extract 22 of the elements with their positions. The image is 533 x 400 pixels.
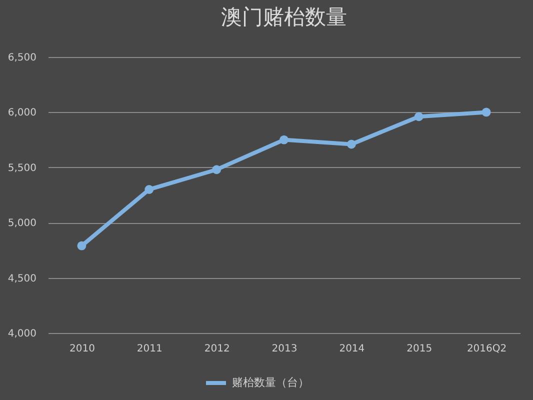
x-tick-label: 2015 bbox=[406, 344, 432, 354]
y-tick-label: 6,500 bbox=[8, 52, 36, 64]
y-tick-label: 4,500 bbox=[8, 273, 36, 284]
point bbox=[144, 185, 154, 194]
point bbox=[212, 165, 222, 174]
point bbox=[346, 140, 356, 149]
x-tick-label: 2014 bbox=[339, 344, 365, 354]
point bbox=[414, 112, 424, 122]
x-tick-label: 2013 bbox=[272, 344, 298, 354]
point bbox=[482, 108, 491, 117]
point bbox=[280, 135, 288, 144]
point bbox=[77, 241, 86, 250]
y-tick-label: 6,000 bbox=[8, 108, 36, 119]
x-tick-label: 2012 bbox=[204, 344, 230, 354]
y-tick-label: 5,500 bbox=[8, 162, 36, 174]
chart-title: 澳门赌枱数量 bbox=[221, 5, 347, 29]
y-tick-label: 4,000 bbox=[8, 328, 36, 340]
legend-label: 赌枱数量（台） bbox=[232, 376, 309, 389]
x-tick-label: 2010 bbox=[69, 344, 95, 354]
y-tick-label: 5,000 bbox=[8, 218, 36, 230]
x-tick-label: 2011 bbox=[136, 344, 162, 354]
x-tick-label: 2016Q2 bbox=[466, 344, 507, 354]
